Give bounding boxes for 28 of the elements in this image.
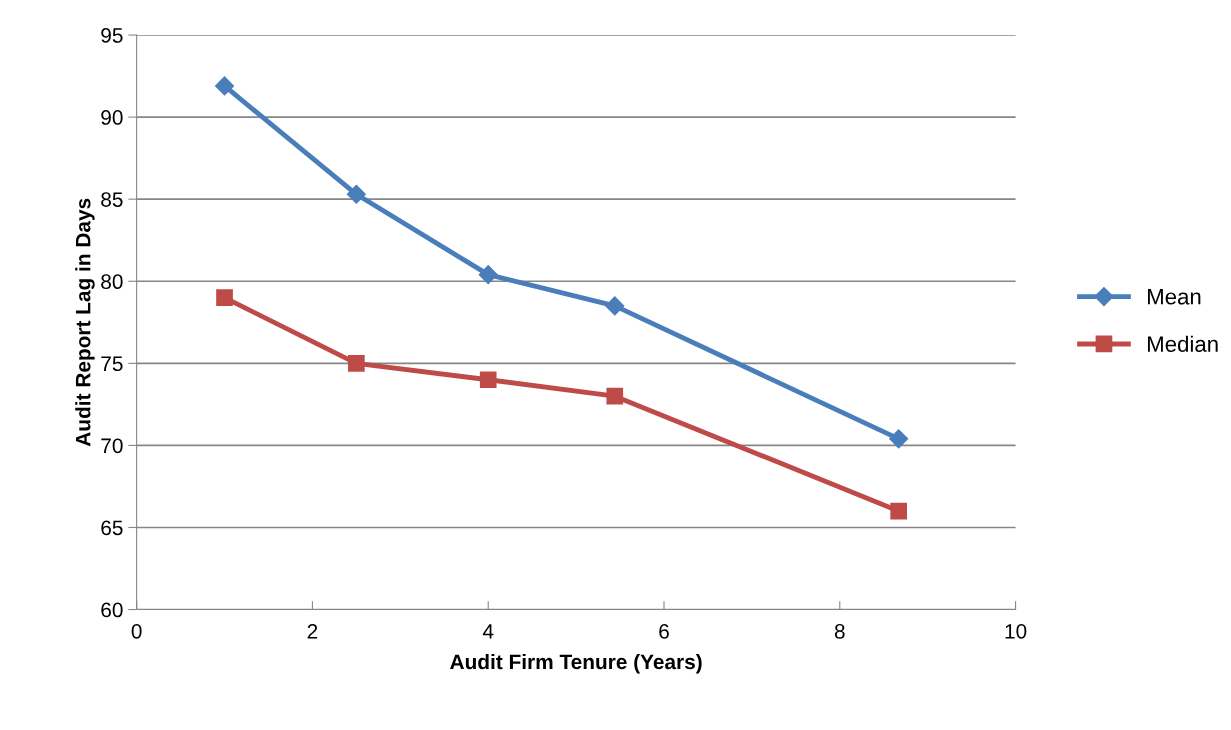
x-tick-label: 10	[1005, 623, 1027, 639]
x-tick-label: 2	[307, 623, 318, 639]
point	[889, 429, 909, 449]
point	[479, 371, 497, 389]
y-tick-label: 65	[101, 520, 123, 536]
y-axis-title: Audit Report Lag in Days	[75, 198, 95, 447]
point	[216, 289, 233, 307]
point	[215, 76, 235, 96]
y-tick-label: 75	[101, 356, 123, 372]
legend-label: Mean	[1148, 289, 1201, 305]
y-tick-label: 85	[101, 192, 123, 207]
x-tick-label: 4	[482, 624, 494, 639]
point	[890, 502, 908, 520]
x-tick-label: 6	[659, 623, 669, 639]
y-tick-label: 95	[101, 28, 123, 43]
point	[346, 184, 366, 204]
y-tick-label: 80	[101, 274, 123, 290]
point	[606, 387, 624, 405]
y-tick-label: 70	[101, 438, 123, 454]
y-tick-label: 90	[101, 110, 123, 125]
point	[478, 265, 498, 285]
point	[348, 354, 365, 372]
y-tick-label: 60	[101, 602, 123, 618]
x-tick-label: 0	[131, 623, 142, 639]
x-tick-label: 8	[834, 623, 845, 639]
point	[605, 296, 625, 316]
legend-label: Median	[1148, 335, 1218, 352]
x-axis-title: Audit Firm Tenure (Years)	[450, 653, 702, 674]
